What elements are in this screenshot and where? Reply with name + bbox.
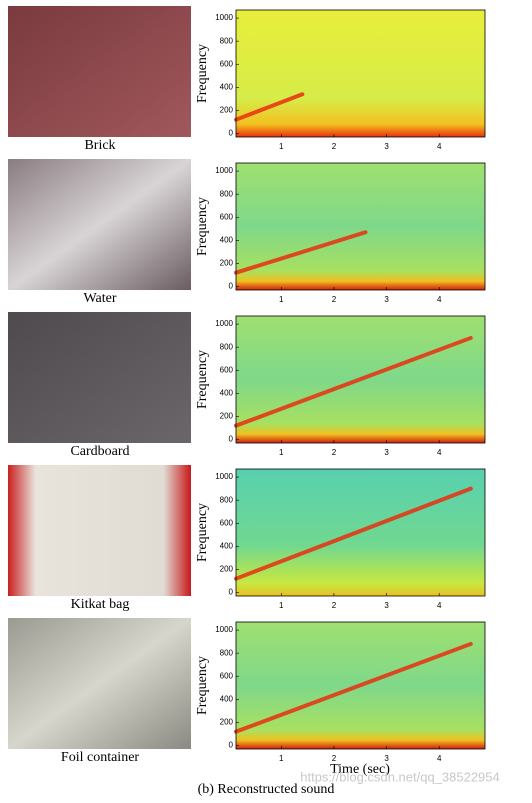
y-tick-label: 600 xyxy=(220,59,234,68)
y-tick-label: 1000 xyxy=(215,319,233,328)
spectrogram-frame xyxy=(235,315,486,444)
panel-label: Kitkat bag xyxy=(71,597,130,612)
spectrogram xyxy=(236,163,485,290)
spectrogram-frame xyxy=(235,468,486,597)
photo xyxy=(8,6,191,137)
y-tick-label: 600 xyxy=(220,518,234,527)
x-tick-label: 1 xyxy=(279,601,284,610)
y-axis-label: Frequency xyxy=(195,350,210,409)
x-tick-label: 4 xyxy=(437,448,442,457)
y-tick-label: 1000 xyxy=(215,472,233,481)
spectrogram-frame xyxy=(235,162,486,291)
x-tick-label: 2 xyxy=(332,295,337,304)
photo xyxy=(8,618,191,749)
panel-label: Foil container xyxy=(61,750,139,765)
y-tick-label: 0 xyxy=(229,282,234,291)
y-tick-label: 800 xyxy=(220,342,234,351)
y-tick-label: 1000 xyxy=(215,166,233,175)
y-tick-label: 600 xyxy=(220,365,234,374)
x-tick-label: 4 xyxy=(437,754,442,763)
chirp xyxy=(234,641,473,734)
y-tick-label: 800 xyxy=(220,36,234,45)
y-tick-label: 400 xyxy=(220,541,234,550)
x-tick-label: 1 xyxy=(279,448,284,457)
x-tick-label: 2 xyxy=(332,142,337,151)
y-tick-label: 600 xyxy=(220,671,234,680)
y-tick-label: 200 xyxy=(220,718,234,727)
y-tick-label: 800 xyxy=(220,189,234,198)
spectrogram-frame xyxy=(235,621,486,750)
x-tick-label: 3 xyxy=(384,142,389,151)
y-tick-label: 400 xyxy=(220,82,234,91)
y-tick-label: 400 xyxy=(220,235,234,244)
x-tick-label: 3 xyxy=(384,295,389,304)
y-axis-label: Frequency xyxy=(195,197,210,256)
chirp xyxy=(234,230,368,275)
chirp xyxy=(234,92,305,122)
x-tick-label: 3 xyxy=(384,754,389,763)
x-tick-label: 1 xyxy=(279,295,284,304)
y-tick-label: 400 xyxy=(220,694,234,703)
y-tick-label: 0 xyxy=(229,435,234,444)
spectrogram xyxy=(236,10,485,137)
y-tick-label: 1000 xyxy=(215,13,233,22)
y-tick-label: 200 xyxy=(220,259,234,268)
y-tick-label: 200 xyxy=(220,106,234,115)
watermark: https://blog.csdn.net/qq_38522954 xyxy=(300,769,500,784)
panel-label: Brick xyxy=(84,138,115,153)
y-tick-label: 200 xyxy=(220,565,234,574)
x-tick-label: 1 xyxy=(279,142,284,151)
chirp xyxy=(234,335,473,428)
panel-label: Water xyxy=(83,291,116,306)
y-tick-label: 0 xyxy=(229,129,234,138)
x-tick-label: 3 xyxy=(384,601,389,610)
x-tick-label: 4 xyxy=(437,601,442,610)
y-tick-label: 1000 xyxy=(215,625,233,634)
spectrogram-frame xyxy=(235,9,486,138)
chirp xyxy=(234,486,473,581)
photo xyxy=(8,159,191,290)
y-axis-label: Frequency xyxy=(195,44,210,103)
x-tick-label: 2 xyxy=(332,754,337,763)
x-axis-label: Time (sec) xyxy=(330,762,390,777)
y-tick-label: 800 xyxy=(220,495,234,504)
caption: (b) Reconstructed sound xyxy=(198,782,335,797)
y-axis-label: Frequency xyxy=(195,503,210,562)
x-tick-label: 3 xyxy=(384,448,389,457)
photo xyxy=(8,312,191,443)
y-axis-label: Frequency xyxy=(195,656,210,715)
x-tick-label: 4 xyxy=(437,295,442,304)
y-tick-label: 800 xyxy=(220,648,234,657)
x-tick-label: 2 xyxy=(332,448,337,457)
y-tick-label: 400 xyxy=(220,388,234,397)
x-tick-label: 4 xyxy=(437,142,442,151)
x-tick-label: 1 xyxy=(279,754,284,763)
x-tick-label: 2 xyxy=(332,601,337,610)
y-tick-label: 600 xyxy=(220,212,234,221)
y-tick-label: 200 xyxy=(220,412,234,421)
photo xyxy=(8,465,191,596)
y-tick-label: 0 xyxy=(229,588,234,597)
panel-label: Cardboard xyxy=(70,444,129,459)
y-tick-label: 0 xyxy=(229,741,234,750)
